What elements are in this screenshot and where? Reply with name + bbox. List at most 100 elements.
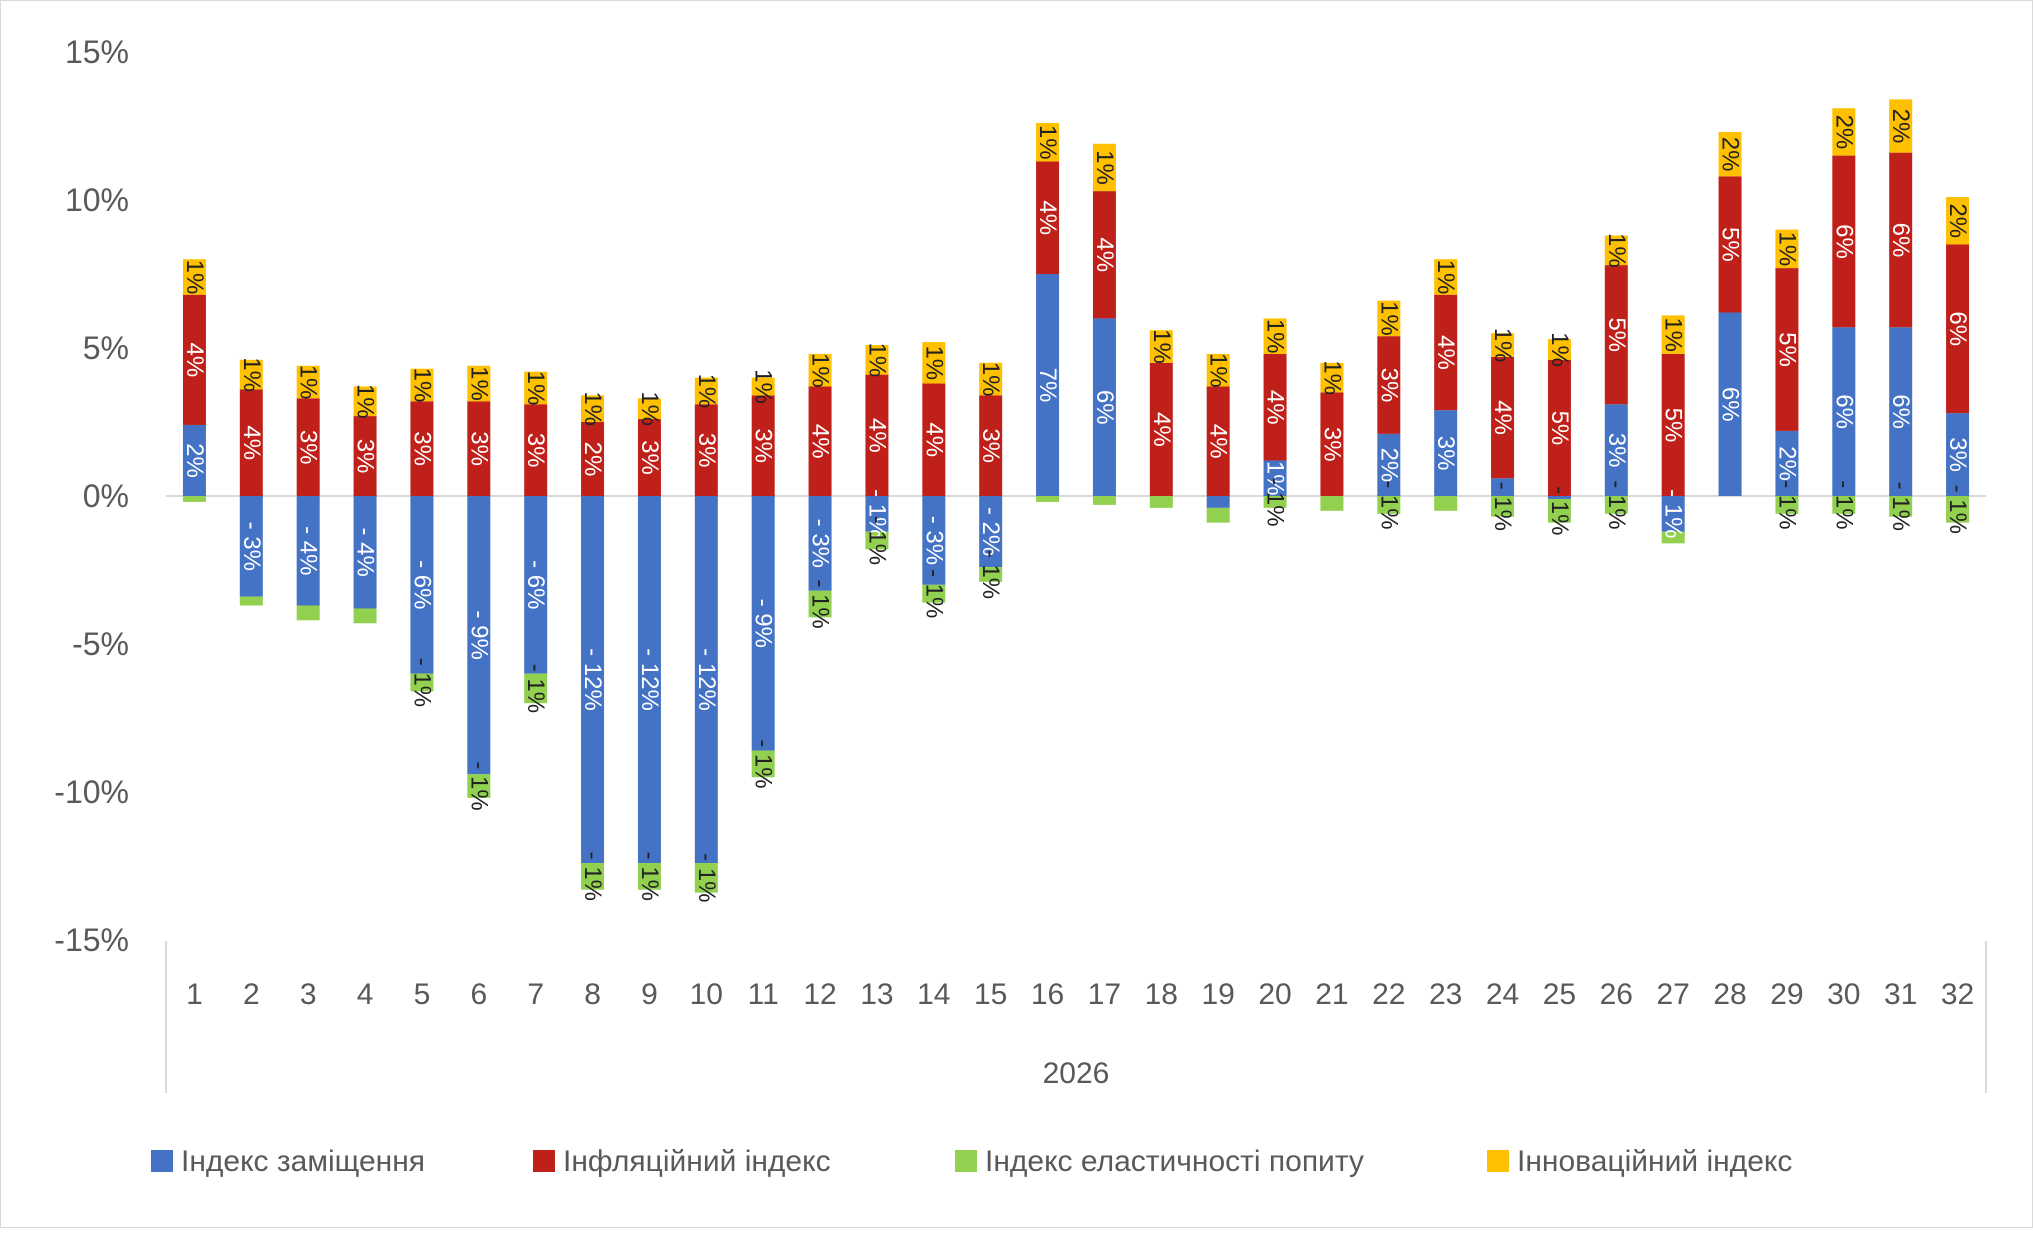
legend-swatch-2 [533, 1150, 555, 1172]
bar-segment-s3-c16 [1036, 496, 1060, 502]
bar-segment-s3-c21 [1320, 496, 1344, 511]
bar-segment-s1-c27 [1661, 496, 1685, 532]
data-label-s4-c31: 2% [1887, 109, 1914, 144]
bar-segment-s4-c15 [979, 362, 1003, 396]
bar-segment-s1-c11 [751, 496, 775, 751]
data-label-s1-c22: 2% [1375, 448, 1402, 483]
bar-segment-s2-c6 [467, 401, 491, 496]
bar-segment-s4-c30 [1832, 108, 1856, 156]
data-label-s2-c30: 6% [1830, 224, 1857, 259]
data-label-s2-c16: 4% [1034, 200, 1061, 235]
bar-segment-s3-c11 [751, 750, 775, 778]
bar-segment-s1-c6 [467, 496, 491, 775]
data-label-s4-c29: 1% [1773, 231, 1800, 266]
bar-segment-s2-c1 [182, 294, 206, 425]
data-label-s3-c13: - 1% [863, 516, 890, 565]
bar-segment-s4-c32 [1946, 197, 1970, 245]
data-label-s1-c16: 7% [1034, 368, 1061, 403]
data-label-s2-c12: 4% [807, 424, 834, 459]
bar-segment-s1-c1 [182, 424, 206, 496]
data-label-s2-c31: 6% [1887, 223, 1914, 258]
bar-segment-s1-c10 [694, 496, 718, 864]
data-label-s2-c10: 3% [693, 433, 720, 468]
data-label-s1-c10: - 12% [693, 648, 720, 711]
x-tick-label: 4 [357, 978, 374, 1011]
data-label-s2-c28: 5% [1717, 227, 1744, 262]
data-label-s4-c12: 1% [807, 353, 834, 388]
y-tick-label: 5% [83, 330, 129, 366]
bar-segment-s4-c8 [581, 395, 605, 422]
data-label-s4-c18: 1% [1148, 329, 1175, 364]
data-label-s2-c1: 4% [181, 342, 208, 377]
bar-segment-s4-c10 [694, 377, 718, 405]
data-label-s4-c11: 1% [750, 369, 777, 404]
y-tick-label: -5% [72, 626, 129, 662]
data-label-s2-c26: 5% [1603, 317, 1630, 352]
bar-segment-s1-c23 [1434, 410, 1458, 496]
data-label-s1-c30: 6% [1830, 394, 1857, 429]
data-label-s1-c23: 3% [1432, 436, 1459, 471]
bar-segment-s2-c13 [865, 374, 889, 496]
data-label-s1-c11: - 9% [750, 599, 777, 648]
x-tick-label: 30 [1827, 978, 1860, 1011]
x-tick-label: 18 [1145, 978, 1178, 1011]
bar-segment-s3-c31 [1889, 496, 1913, 517]
bar-segment-s1-c5 [410, 496, 434, 674]
legend-label-3: Індекс еластичності попиту [985, 1145, 1364, 1178]
data-label-s1-c15: - 2% [977, 507, 1004, 556]
data-label-s3-c14: - 1% [920, 569, 947, 618]
x-tick-label: 14 [917, 978, 950, 1011]
data-label-s2-c24: 4% [1489, 400, 1516, 435]
x-tick-label: 10 [690, 978, 723, 1011]
x-tick-label: 26 [1600, 978, 1633, 1011]
bar-segment-s2-c10 [694, 404, 718, 496]
bar-segment-s2-c23 [1434, 294, 1458, 411]
data-label-s3-c11: - 1% [750, 739, 777, 788]
data-label-s2-c32: 6% [1944, 311, 1971, 346]
bar-segment-s3-c25 [1547, 498, 1571, 523]
data-label-s3-c6: - 1% [465, 761, 492, 810]
data-label-s3-c24: - 1% [1489, 482, 1516, 531]
data-label-s4-c4: 1% [352, 384, 379, 419]
data-label-s4-c14: 1% [920, 345, 947, 380]
data-label-s4-c6: 1% [465, 366, 492, 401]
bar-segment-s2-c2 [239, 389, 263, 496]
data-label-s3-c9: - 1% [636, 852, 663, 901]
data-label-s1-c31: 6% [1887, 394, 1914, 429]
bar-segment-s3-c7 [524, 673, 548, 704]
bar-segment-s3-c23 [1434, 496, 1458, 511]
x-tick-label: 6 [470, 978, 487, 1011]
y-axis: 15% 10% 5% 0% -5% -10% -15% [54, 34, 129, 958]
data-label-s4-c1: 1% [181, 260, 208, 295]
data-label-s2-c22: 3% [1375, 368, 1402, 403]
bar-segment-s2-c15 [979, 395, 1003, 496]
x-tick-label: 24 [1486, 978, 1519, 1011]
data-label-s2-c25: 5% [1546, 411, 1573, 446]
bar-segment-s4-c19 [1206, 353, 1230, 387]
bar-segment-s2-c12 [808, 386, 832, 496]
bar-segment-s1-c26 [1604, 404, 1628, 496]
data-label-s4-c26: 1% [1603, 233, 1630, 268]
data-label-s4-c15: 1% [977, 362, 1004, 397]
bar-segment-s2-c17 [1092, 191, 1116, 319]
data-label-s4-c16: 1% [1034, 125, 1061, 160]
bar-segment-s3-c12 [808, 590, 832, 618]
bar-segment-s4-c27 [1661, 315, 1685, 354]
bar-segment-s1-c31 [1889, 327, 1913, 496]
data-label-s2-c23: 4% [1432, 335, 1459, 370]
bar-segment-s3-c2 [239, 596, 263, 606]
data-label-s1-c17: 6% [1091, 390, 1118, 425]
data-label-s4-c2: 1% [238, 357, 265, 392]
data-label-s2-c21: 3% [1318, 427, 1345, 462]
bar-segment-s1-c24 [1491, 478, 1515, 496]
bar-segment-s3-c29 [1775, 496, 1799, 514]
data-labels: 2% - 3% - 4% - 4% - 6% - 9% - 6% - 12% - 12% - 12… [181, 109, 1971, 903]
bar-segment-s3-c27 [1661, 531, 1685, 544]
x-tick-label: 13 [860, 978, 893, 1011]
data-label-s1-c20: 1% [1262, 461, 1289, 496]
x-tick-label: 27 [1657, 978, 1690, 1011]
bar-segment-s3-c17 [1092, 496, 1116, 505]
bar-segment-s4-c26 [1604, 235, 1628, 266]
chart-legend: Індекс заміщення Інфляційний індекс Індекс… [151, 1145, 1792, 1178]
